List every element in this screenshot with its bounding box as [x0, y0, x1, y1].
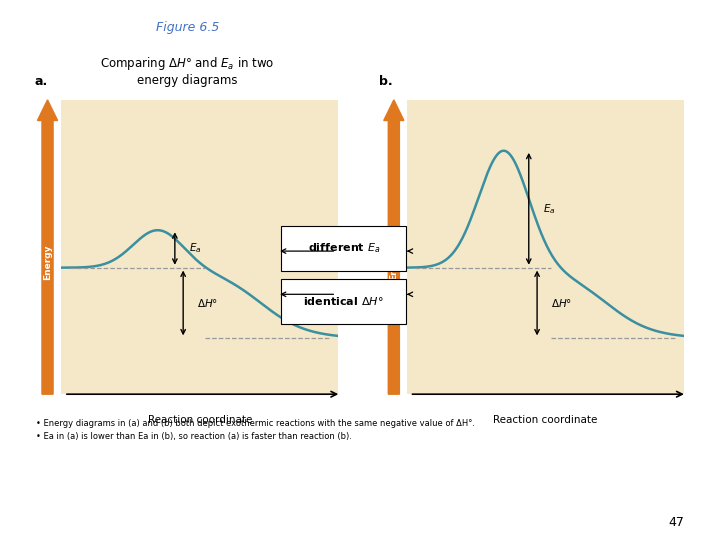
Text: $E_a$: $E_a$ — [189, 241, 201, 255]
FancyBboxPatch shape — [282, 279, 406, 324]
FancyBboxPatch shape — [282, 226, 406, 271]
Text: Reaction coordinate: Reaction coordinate — [493, 415, 598, 425]
Text: Comparing $\Delta H°$ and $E_a$ in two
energy diagrams: Comparing $\Delta H°$ and $E_a$ in two e… — [100, 55, 274, 86]
Text: b.: b. — [379, 75, 393, 88]
Text: • Energy diagrams in (a) and (b) both depict exothermic reactions with the same : • Energy diagrams in (a) and (b) both de… — [36, 418, 475, 428]
Text: $E_a$: $E_a$ — [543, 202, 555, 215]
Text: Figure 6.5: Figure 6.5 — [156, 21, 219, 33]
Text: Reaction coordinate: Reaction coordinate — [148, 415, 252, 425]
Polygon shape — [384, 100, 404, 394]
Text: 47: 47 — [668, 516, 684, 529]
Text: identical $\Delta H°$: identical $\Delta H°$ — [304, 295, 384, 307]
Text: Energy: Energy — [43, 244, 52, 280]
Text: Energy: Energy — [390, 244, 398, 280]
Text: a.: a. — [34, 75, 48, 88]
Text: • Ea in (a) is lower than Ea in (b), so reaction (a) is faster than reaction (b): • Ea in (a) is lower than Ea in (b), so … — [36, 432, 352, 441]
Text: different $E_a$: different $E_a$ — [307, 241, 380, 255]
Polygon shape — [37, 100, 58, 394]
Text: $\Delta H°$: $\Delta H°$ — [551, 297, 572, 309]
Text: $\Delta H°$: $\Delta H°$ — [197, 297, 218, 309]
